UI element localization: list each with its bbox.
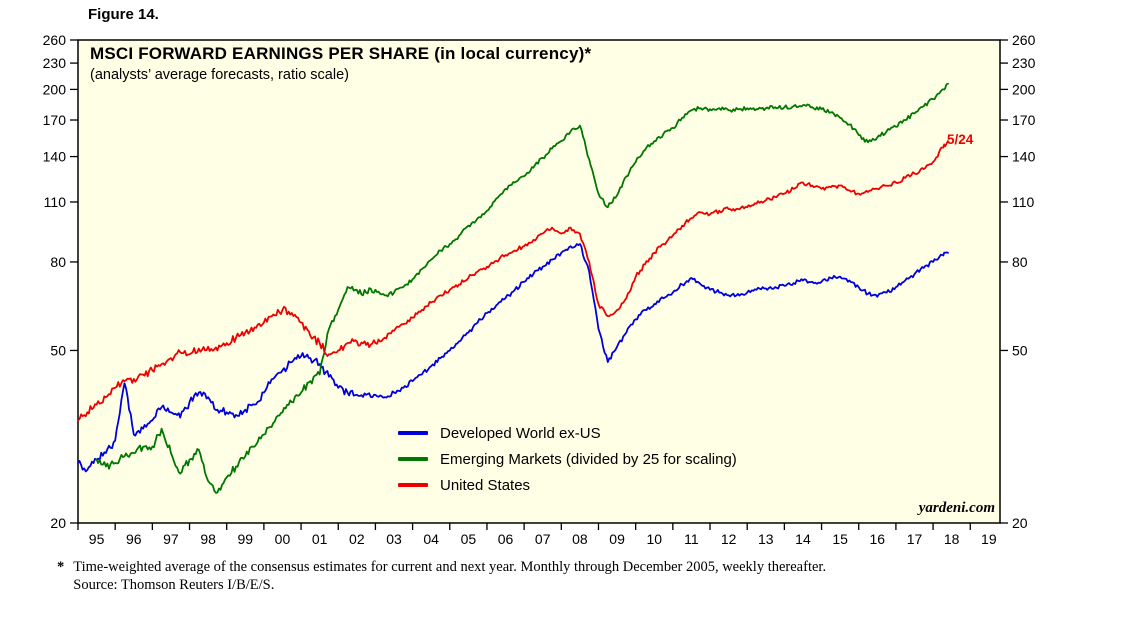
y-axis-tick-label: 260	[43, 32, 67, 48]
footnote-marker: *	[57, 559, 65, 575]
x-axis-tick-label: 06	[498, 531, 514, 547]
y-axis-tick-label-right: 230	[1012, 55, 1036, 71]
developed-world-ex-us-line	[77, 243, 949, 473]
y-axis-tick-label: 170	[43, 112, 67, 128]
x-axis-tick-label: 05	[461, 531, 477, 547]
y-axis-tick-label-right: 50	[1012, 342, 1028, 358]
x-axis-tick-label: 08	[572, 531, 588, 547]
legend: Developed World ex-US Emerging Markets (…	[398, 424, 737, 494]
y-axis-tick-label-right: 80	[1012, 254, 1028, 270]
y-axis-tick-label: 20	[50, 515, 66, 531]
legend-label-emerging-markets: Emerging Markets (divided by 25 for scal…	[440, 450, 737, 468]
legend-swatch-developed-world	[398, 431, 428, 435]
chart-subtitle: (analysts’ average forecasts, ratio scal…	[90, 67, 349, 83]
x-axis-tick-label: 12	[721, 531, 737, 547]
y-axis-tick-label: 80	[50, 254, 66, 270]
chart-title: MSCI FORWARD EARNINGS PER SHARE (in loca…	[90, 44, 592, 63]
x-axis-tick-label: 13	[758, 531, 774, 547]
x-axis-tick-label: 09	[609, 531, 625, 547]
legend-item-developed-world: Developed World ex-US	[398, 424, 737, 442]
x-axis-tick-label: 04	[423, 531, 439, 547]
y-axis-tick-label: 110	[44, 194, 67, 210]
x-axis-tick-label: 02	[349, 531, 365, 547]
y-axis-tick-label-right: 140	[1012, 149, 1036, 165]
legend-item-united-states: United States	[398, 476, 737, 494]
y-axis-tick-label-right: 170	[1012, 112, 1036, 128]
x-axis-tick-label: 99	[238, 531, 254, 547]
legend-swatch-emerging-markets	[398, 457, 428, 461]
united-states-line	[77, 140, 949, 422]
x-axis-tick-label: 97	[163, 531, 179, 547]
footnote-line1: Time-weighted average of the consensus e…	[73, 559, 827, 575]
x-axis-tick-label: 10	[646, 531, 662, 547]
legend-label-united-states: United States	[440, 476, 531, 494]
x-axis-tick-label: 01	[312, 531, 328, 547]
y-axis-tick-label-right: 20	[1012, 515, 1028, 531]
y-axis-tick-label: 140	[43, 149, 67, 165]
y-axis-tick-label-right: 200	[1012, 81, 1036, 97]
y-axis-tick-label-right: 110	[1012, 194, 1035, 210]
chart-area: 20 20 50 50 80 80 110 110 140 140 170 170 200 200 230 2…	[43, 32, 1036, 547]
x-axis-tick-label: 98	[200, 531, 216, 547]
x-axis-tick-label: 16	[870, 531, 886, 547]
x-axis-tick-label: 11	[684, 531, 699, 547]
x-axis-tick-label: 15	[832, 531, 848, 547]
figure-label: Figure 14.	[88, 6, 159, 23]
legend-swatch-united-states	[398, 483, 428, 487]
y-axis-tick-label: 50	[50, 342, 66, 358]
footnote-text: Time-weighted average of the consensus e…	[73, 559, 826, 594]
x-axis-tick-label: 14	[795, 531, 811, 547]
y-axis-tick-label-right: 260	[1012, 32, 1036, 48]
latest-value-annotation: 5/24	[947, 132, 974, 147]
watermark: yardeni.com	[918, 500, 995, 516]
y-axis-tick-label: 230	[43, 55, 67, 71]
x-axis-tick-label: 17	[907, 531, 923, 547]
x-axis-tick-label: 95	[89, 531, 105, 547]
x-axis-tick-label: 03	[386, 531, 402, 547]
x-axis-tick-label: 18	[944, 531, 960, 547]
plot-area	[77, 39, 1001, 524]
legend-label-developed-world: Developed World ex-US	[440, 424, 601, 442]
x-axis-tick-label: 19	[981, 531, 997, 547]
emerging-markets-divided-by-25-for-scaling-line	[95, 82, 949, 494]
x-axis-tick-label: 07	[535, 531, 551, 547]
x-axis-tick-label: 00	[275, 531, 291, 547]
x-axis-tick-label: 96	[126, 531, 142, 547]
legend-item-emerging-markets: Emerging Markets (divided by 25 for scal…	[398, 450, 737, 468]
footnote: * Time-weighted average of the consensus…	[57, 559, 826, 594]
footnote-line2: Source: Thomson Reuters I/B/E/S.	[73, 576, 275, 593]
y-axis-tick-label: 200	[43, 81, 67, 97]
